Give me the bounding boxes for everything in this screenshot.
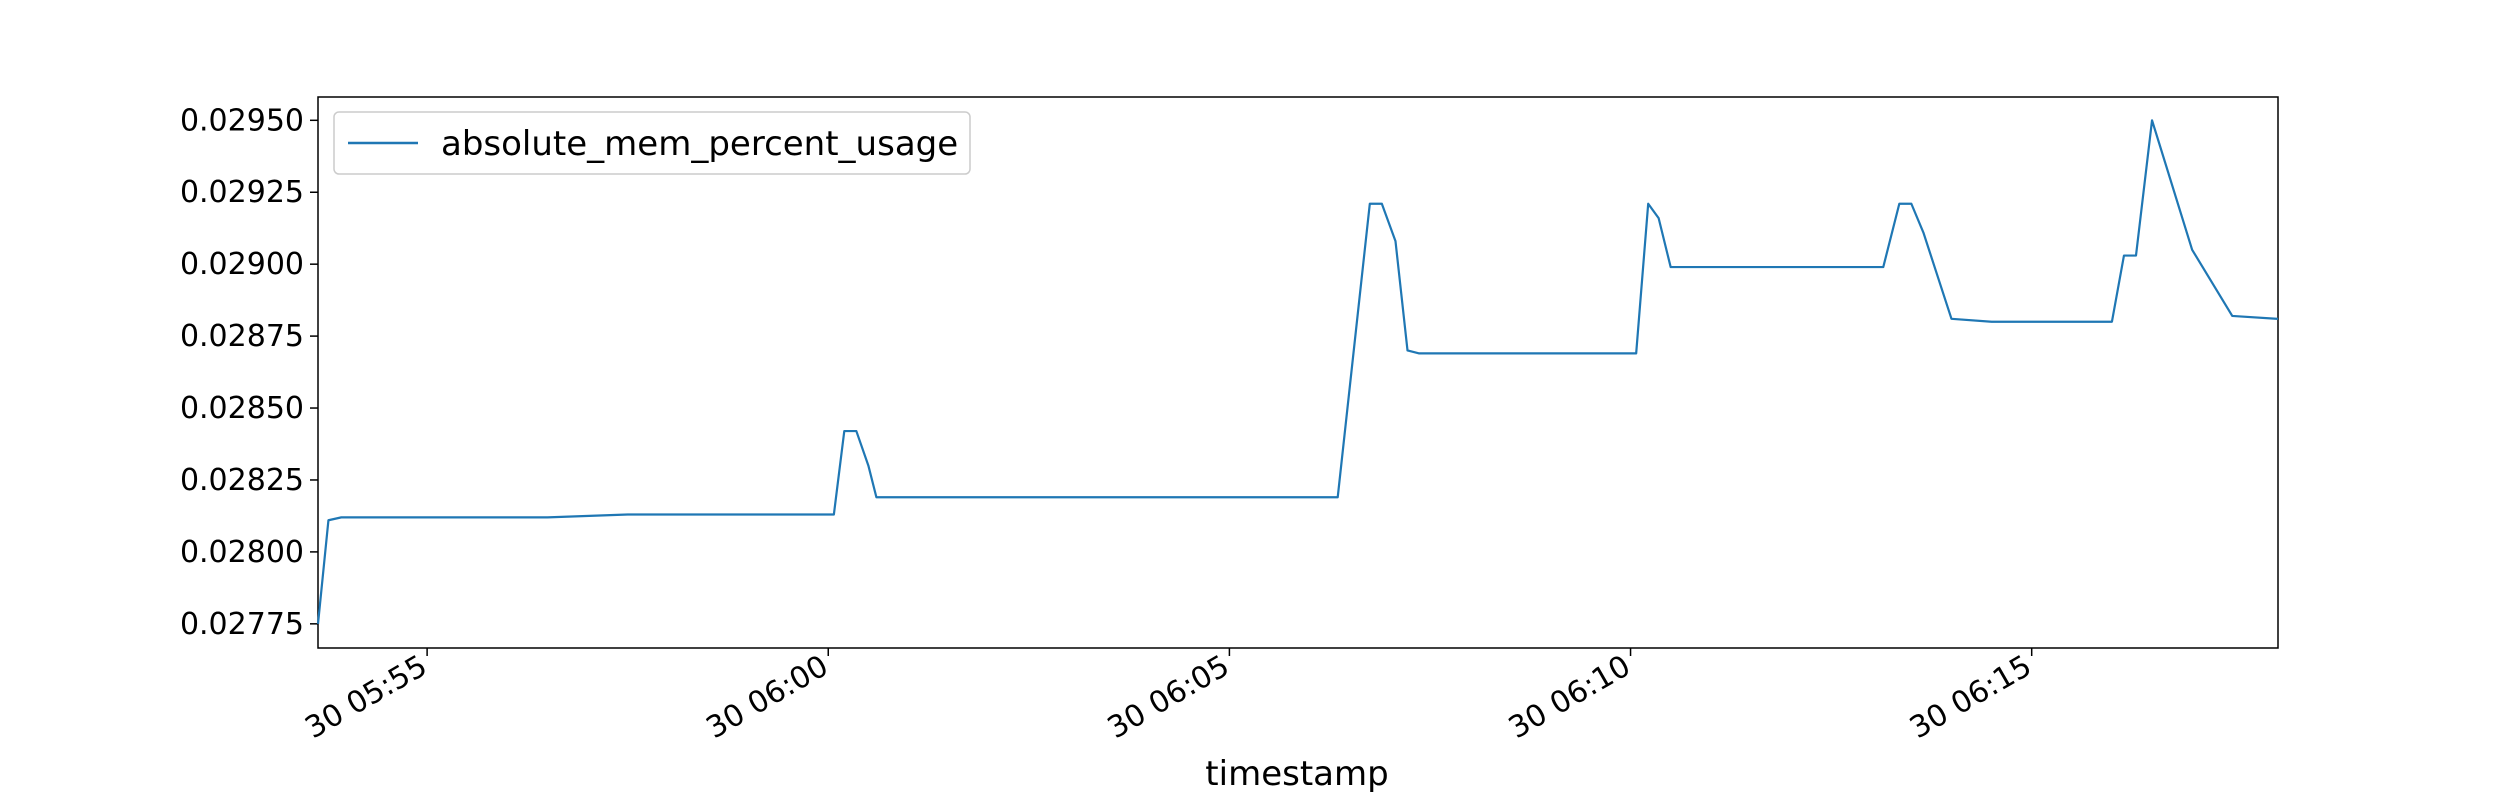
legend-label: absolute_mem_percent_usage xyxy=(441,124,958,164)
x-tick-label: 30 06:10 xyxy=(1503,649,1637,746)
y-tick-label: 0.02875 xyxy=(180,319,304,354)
y-tick-label: 0.02900 xyxy=(180,247,304,282)
series-line-0 xyxy=(316,119,2279,624)
y-tick-label: 0.02800 xyxy=(180,535,304,570)
legend: absolute_mem_percent_usage xyxy=(333,111,971,175)
x-tick-label: 30 06:05 xyxy=(1102,649,1236,746)
x-tick-label: 30 06:15 xyxy=(1904,649,2038,746)
y-tick-label: 0.02925 xyxy=(180,175,304,210)
plot-frame xyxy=(317,96,2279,649)
legend-box xyxy=(333,111,971,175)
x-tick-label: 30 06:00 xyxy=(701,649,835,746)
x-tick-label: 30 05:55 xyxy=(299,649,433,746)
y-tick-label: 0.02850 xyxy=(180,391,304,426)
y-tick-label: 0.02950 xyxy=(180,103,304,138)
axes-layer: 0.02775 0.02800 0.02825 0.02850 0.02875 0.029… xyxy=(180,96,2279,746)
x-axis-title: timestamp xyxy=(1205,754,1388,794)
y-tick-label: 0.02825 xyxy=(180,463,304,498)
y-tick-label: 0.02775 xyxy=(180,607,304,642)
plot-area xyxy=(316,119,2279,624)
